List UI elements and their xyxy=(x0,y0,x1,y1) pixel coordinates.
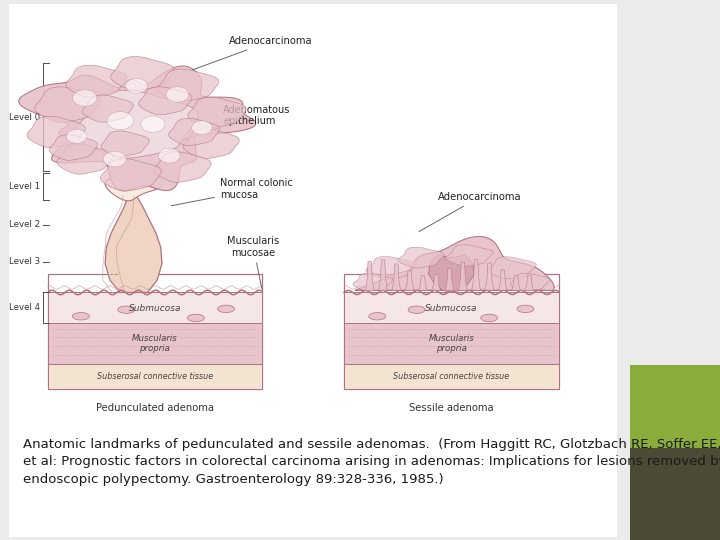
Polygon shape xyxy=(392,264,400,291)
Text: Muscularis
mucosae: Muscularis mucosae xyxy=(228,236,279,288)
Text: Sessile adenoma: Sessile adenoma xyxy=(409,403,494,413)
Text: Submucosa: Submucosa xyxy=(128,303,181,313)
Polygon shape xyxy=(158,69,219,102)
Text: Level 2: Level 2 xyxy=(9,220,40,230)
Polygon shape xyxy=(111,57,174,91)
Polygon shape xyxy=(366,261,374,291)
Text: Level 4: Level 4 xyxy=(9,303,40,312)
Polygon shape xyxy=(154,152,211,183)
Ellipse shape xyxy=(481,314,498,322)
Ellipse shape xyxy=(73,313,89,320)
Polygon shape xyxy=(35,87,101,123)
Bar xyxy=(344,364,559,389)
Polygon shape xyxy=(101,131,149,157)
Text: Pedunculated adenoma: Pedunculated adenoma xyxy=(96,403,214,413)
Circle shape xyxy=(141,116,165,132)
Bar xyxy=(48,364,262,389)
Polygon shape xyxy=(487,257,536,279)
Bar xyxy=(344,323,559,364)
Polygon shape xyxy=(428,255,474,292)
Text: Adenocarcinoma: Adenocarcinoma xyxy=(192,36,312,70)
Polygon shape xyxy=(75,90,199,158)
Polygon shape xyxy=(366,256,416,279)
Text: Normal colonic
mucosa: Normal colonic mucosa xyxy=(171,179,293,206)
Bar xyxy=(344,274,559,389)
Polygon shape xyxy=(379,260,387,291)
Circle shape xyxy=(73,90,97,106)
Circle shape xyxy=(166,87,189,103)
Text: Level 1: Level 1 xyxy=(9,183,40,191)
Polygon shape xyxy=(184,129,239,159)
Ellipse shape xyxy=(369,313,386,320)
Circle shape xyxy=(66,130,87,144)
Bar xyxy=(344,293,559,323)
Bar xyxy=(48,274,262,389)
Text: Subserosal connective tissue: Subserosal connective tissue xyxy=(96,372,213,381)
Text: Subserosal connective tissue: Subserosal connective tissue xyxy=(393,372,510,381)
Text: Anatomic landmarks of pedunculated and sessile adenomas.  (From Haggitt RC, Glot: Anatomic landmarks of pedunculated and s… xyxy=(23,438,720,485)
Polygon shape xyxy=(105,166,162,201)
Polygon shape xyxy=(27,116,86,148)
Polygon shape xyxy=(168,118,220,146)
Polygon shape xyxy=(139,87,192,115)
Polygon shape xyxy=(353,273,392,291)
Text: Muscularis
propria: Muscularis propria xyxy=(428,334,474,354)
Text: Muscularis
propria: Muscularis propria xyxy=(132,334,178,354)
Polygon shape xyxy=(445,269,454,291)
Text: Level 3: Level 3 xyxy=(9,257,40,266)
Ellipse shape xyxy=(408,306,425,313)
Circle shape xyxy=(126,78,148,93)
Polygon shape xyxy=(83,95,133,122)
Polygon shape xyxy=(57,144,113,174)
Polygon shape xyxy=(100,159,161,191)
Bar xyxy=(630,364,720,448)
Polygon shape xyxy=(446,245,493,266)
Polygon shape xyxy=(512,275,521,291)
Polygon shape xyxy=(49,135,97,160)
Polygon shape xyxy=(398,247,444,268)
FancyBboxPatch shape xyxy=(9,4,618,537)
Polygon shape xyxy=(19,66,256,191)
Polygon shape xyxy=(459,262,467,291)
Bar xyxy=(48,293,262,323)
Polygon shape xyxy=(472,260,480,291)
Bar xyxy=(630,448,720,540)
Polygon shape xyxy=(188,97,246,128)
Polygon shape xyxy=(105,192,162,293)
Polygon shape xyxy=(485,263,494,291)
Bar xyxy=(48,323,262,364)
Polygon shape xyxy=(432,275,441,291)
Ellipse shape xyxy=(187,314,204,322)
Text: Submucosa: Submucosa xyxy=(425,303,477,313)
Circle shape xyxy=(103,151,126,167)
Ellipse shape xyxy=(118,306,135,313)
Text: Adenomatous
epithelium: Adenomatous epithelium xyxy=(177,105,290,142)
Circle shape xyxy=(107,112,133,130)
Ellipse shape xyxy=(517,305,534,313)
Polygon shape xyxy=(498,270,507,291)
Polygon shape xyxy=(66,65,127,97)
Text: Adenocarcinoma: Adenocarcinoma xyxy=(419,192,521,232)
Circle shape xyxy=(192,121,212,134)
Text: Level 0: Level 0 xyxy=(9,112,40,122)
Polygon shape xyxy=(510,273,550,291)
Polygon shape xyxy=(419,275,427,291)
Polygon shape xyxy=(355,237,554,291)
Polygon shape xyxy=(525,275,534,291)
Circle shape xyxy=(158,148,180,163)
Ellipse shape xyxy=(217,305,235,313)
Polygon shape xyxy=(405,271,414,291)
